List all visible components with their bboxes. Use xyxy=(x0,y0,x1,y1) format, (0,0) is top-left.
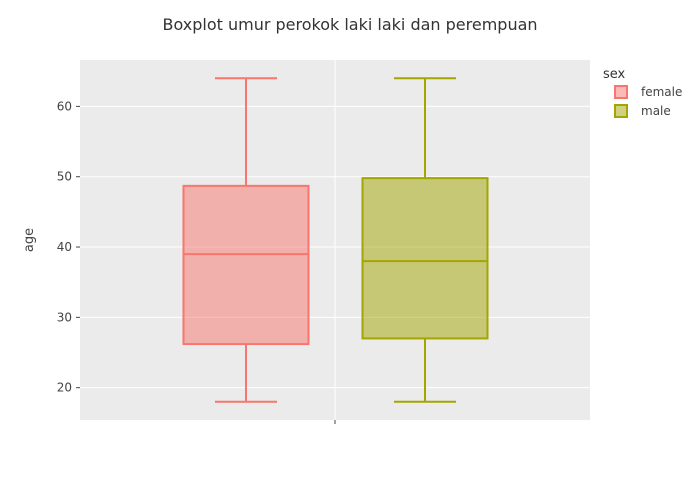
male-box xyxy=(361,177,489,340)
y-tick-label: 60 xyxy=(57,99,72,113)
legend-label-female: female xyxy=(641,85,682,99)
legend-swatch-male xyxy=(614,104,628,118)
y-tick-label: 50 xyxy=(57,170,72,184)
y-tick-label: 20 xyxy=(57,381,72,395)
chart-title: Boxplot umur perokok laki laki dan perem… xyxy=(162,15,537,34)
female-box xyxy=(182,184,310,346)
legend: sex female male xyxy=(603,67,682,118)
legend-title: sex xyxy=(603,67,626,82)
legend-swatch-female xyxy=(614,85,628,99)
axes: 20 30 40 50 60 xyxy=(57,99,336,424)
legend-item-female[interactable]: female xyxy=(614,85,682,99)
grid-lines xyxy=(80,60,590,420)
y-axis-label: age xyxy=(22,228,37,252)
y-tick-label: 40 xyxy=(57,240,72,254)
female-box-series xyxy=(182,77,310,403)
legend-item-male[interactable]: male xyxy=(614,104,671,118)
male-box-series xyxy=(361,77,489,403)
legend-label-male: male xyxy=(641,104,671,118)
boxes xyxy=(182,77,489,403)
y-tick-label: 30 xyxy=(57,310,72,324)
